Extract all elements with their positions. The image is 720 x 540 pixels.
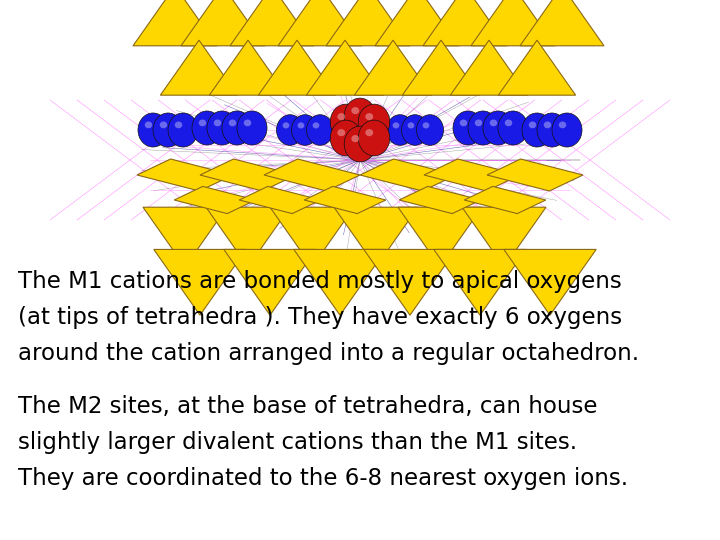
Ellipse shape <box>312 123 320 129</box>
Ellipse shape <box>490 119 498 126</box>
Polygon shape <box>462 207 546 267</box>
Ellipse shape <box>207 111 237 145</box>
Ellipse shape <box>138 113 168 147</box>
Polygon shape <box>504 249 596 315</box>
Polygon shape <box>423 0 507 46</box>
Ellipse shape <box>244 119 251 126</box>
Ellipse shape <box>522 113 552 147</box>
Polygon shape <box>181 0 265 46</box>
Ellipse shape <box>468 111 498 145</box>
Ellipse shape <box>416 114 444 145</box>
Ellipse shape <box>344 98 376 134</box>
Polygon shape <box>224 249 316 315</box>
Polygon shape <box>294 249 386 315</box>
Ellipse shape <box>229 119 236 126</box>
Polygon shape <box>520 0 604 46</box>
Polygon shape <box>399 186 481 214</box>
Ellipse shape <box>237 111 267 145</box>
Ellipse shape <box>423 123 429 129</box>
Polygon shape <box>433 249 526 315</box>
Text: (at tips of tetrahedra ). They have exactly 6 oxygens: (at tips of tetrahedra ). They have exac… <box>18 306 622 329</box>
Ellipse shape <box>351 135 359 142</box>
Ellipse shape <box>330 120 361 156</box>
Polygon shape <box>307 40 384 95</box>
Ellipse shape <box>160 122 167 129</box>
Ellipse shape <box>276 114 304 145</box>
Ellipse shape <box>359 120 390 156</box>
Polygon shape <box>239 186 321 214</box>
Ellipse shape <box>402 114 428 145</box>
Ellipse shape <box>338 113 345 120</box>
Ellipse shape <box>292 114 318 145</box>
Ellipse shape <box>552 113 582 147</box>
Polygon shape <box>326 0 410 46</box>
Polygon shape <box>498 40 576 95</box>
Ellipse shape <box>483 111 513 145</box>
Ellipse shape <box>408 123 414 129</box>
Polygon shape <box>487 159 583 191</box>
Polygon shape <box>354 40 432 95</box>
Polygon shape <box>424 159 520 191</box>
Ellipse shape <box>199 119 206 126</box>
Text: They are coordinated to the 6-8 nearest oxygen ions.: They are coordinated to the 6-8 nearest … <box>18 467 628 490</box>
Ellipse shape <box>359 104 390 140</box>
Ellipse shape <box>528 122 536 129</box>
Polygon shape <box>206 207 290 267</box>
Polygon shape <box>264 159 360 191</box>
Ellipse shape <box>145 122 152 129</box>
Polygon shape <box>133 0 217 46</box>
Ellipse shape <box>192 111 222 145</box>
Polygon shape <box>230 0 314 46</box>
Polygon shape <box>398 207 482 267</box>
Polygon shape <box>161 40 238 95</box>
Ellipse shape <box>537 113 567 147</box>
Polygon shape <box>270 207 354 267</box>
Text: The M1 cations are bonded mostly to apical oxygens: The M1 cations are bonded mostly to apic… <box>18 270 622 293</box>
Ellipse shape <box>392 123 400 129</box>
Text: slightly larger divalent cations than the M1 sites.: slightly larger divalent cations than th… <box>18 431 577 454</box>
Polygon shape <box>304 186 386 214</box>
Ellipse shape <box>559 122 566 129</box>
Text: around the cation arranged into a regular octahedron.: around the cation arranged into a regula… <box>18 342 639 365</box>
Polygon shape <box>258 40 336 95</box>
Ellipse shape <box>214 119 221 126</box>
Polygon shape <box>143 207 227 267</box>
Ellipse shape <box>505 119 512 126</box>
Ellipse shape <box>297 123 305 129</box>
Ellipse shape <box>351 107 359 114</box>
Polygon shape <box>471 0 555 46</box>
Ellipse shape <box>168 113 198 147</box>
Ellipse shape <box>387 114 413 145</box>
Polygon shape <box>154 249 246 315</box>
Ellipse shape <box>153 113 183 147</box>
Polygon shape <box>137 159 233 191</box>
Polygon shape <box>200 159 296 191</box>
Polygon shape <box>360 159 456 191</box>
Ellipse shape <box>474 119 482 126</box>
Ellipse shape <box>282 123 289 129</box>
Ellipse shape <box>330 104 361 140</box>
Polygon shape <box>278 0 362 46</box>
Ellipse shape <box>460 119 467 126</box>
Ellipse shape <box>344 126 376 162</box>
Ellipse shape <box>365 113 373 120</box>
Ellipse shape <box>365 129 373 136</box>
Polygon shape <box>364 249 456 315</box>
Ellipse shape <box>453 111 483 145</box>
Polygon shape <box>451 40 528 95</box>
Polygon shape <box>334 207 418 267</box>
Polygon shape <box>464 186 546 214</box>
Polygon shape <box>210 40 287 95</box>
Ellipse shape <box>175 122 182 129</box>
Ellipse shape <box>544 122 552 129</box>
Ellipse shape <box>338 129 345 136</box>
Ellipse shape <box>222 111 252 145</box>
Polygon shape <box>402 40 480 95</box>
Ellipse shape <box>307 114 333 145</box>
Polygon shape <box>375 0 459 46</box>
Ellipse shape <box>498 111 528 145</box>
Polygon shape <box>174 186 256 214</box>
Text: The M2 sites, at the base of tetrahedra, can house: The M2 sites, at the base of tetrahedra,… <box>18 395 598 418</box>
